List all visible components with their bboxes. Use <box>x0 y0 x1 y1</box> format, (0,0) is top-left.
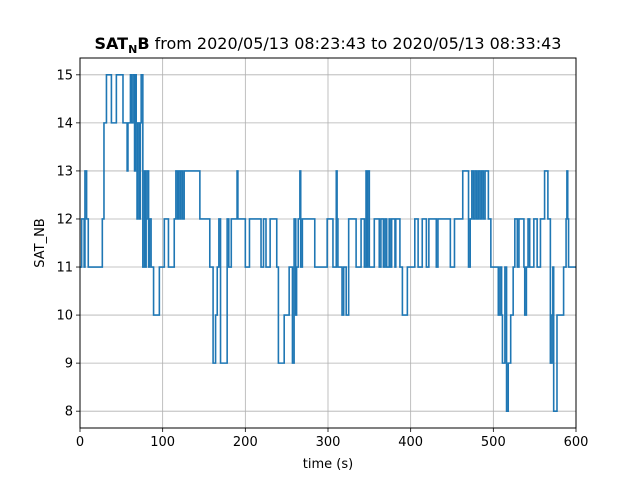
x-tick-label: 400 <box>398 435 423 450</box>
y-axis-ticks: 8 9 10 11 12 13 14 15 <box>56 68 80 420</box>
y-tick-label: 12 <box>56 212 73 227</box>
x-tick-label: 200 <box>233 435 258 450</box>
x-tick-label: 600 <box>564 435 589 450</box>
y-tick-label: 9 <box>65 357 73 372</box>
y-tick-label: 11 <box>56 261 73 276</box>
title-main-suffix: B <box>137 34 149 53</box>
chart-title: SATNB from 2020/05/13 08:23:43 to 2020/0… <box>95 34 562 56</box>
title-main: SAT <box>95 34 129 53</box>
x-tick-label: 500 <box>481 435 506 450</box>
x-tick-label: 300 <box>316 435 341 450</box>
y-tick-label: 10 <box>56 309 73 324</box>
y-tick-label: 13 <box>56 164 73 179</box>
x-tick-label: 100 <box>150 435 175 450</box>
y-tick-label: 15 <box>56 68 73 83</box>
title-subscript: N <box>128 43 137 56</box>
x-axis-ticks: 0 100 200 300 400 500 600 <box>76 428 589 450</box>
x-axis-label: time (s) <box>303 457 353 472</box>
series-line <box>80 74 576 412</box>
y-tick-label: 14 <box>56 116 73 131</box>
y-tick-label: 8 <box>65 405 73 420</box>
x-tick-label: 0 <box>76 435 84 450</box>
title-rest: from 2020/05/13 08:23:43 to 2020/05/13 0… <box>150 34 562 53</box>
series-layer <box>80 74 576 412</box>
y-axis-label: SAT_NB <box>33 218 48 267</box>
